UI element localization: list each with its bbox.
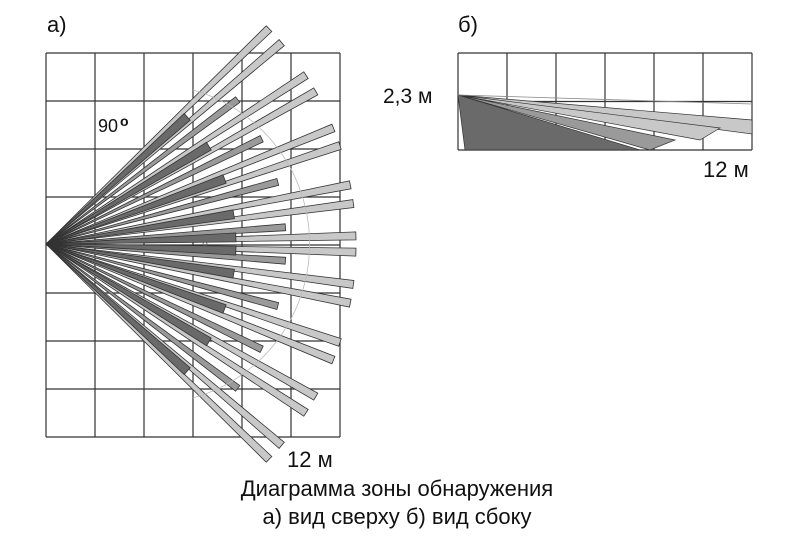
side-view-distance-label: 12 м bbox=[703, 157, 749, 182]
coverage-angle: 90 o bbox=[98, 114, 129, 135]
mounting-height-label: 2,3 м bbox=[383, 85, 433, 108]
middle-zone-beam bbox=[45, 135, 264, 245]
coverage-arc bbox=[192, 89, 310, 399]
top-view-distance-label: 12 м bbox=[287, 447, 333, 472]
near-zone-beam bbox=[45, 174, 227, 245]
near-zone-beam bbox=[45, 209, 235, 245]
near-zone-beam bbox=[45, 141, 212, 245]
degree-symbol: o bbox=[120, 113, 129, 129]
side-view-label: б) bbox=[458, 12, 478, 37]
near-zone-beam bbox=[45, 243, 235, 279]
near-zone-beam bbox=[45, 243, 237, 256]
near-zone-beam bbox=[45, 243, 212, 347]
top-view-label: а) bbox=[47, 12, 67, 37]
side-near-zone bbox=[457, 94, 641, 151]
middle-zone-beam bbox=[45, 243, 280, 310]
side-mid-beam bbox=[457, 94, 677, 151]
figure-caption: Диаграмма зоны обнаружения bbox=[240, 476, 554, 501]
near-zone-beam bbox=[45, 232, 237, 245]
side-far-beam bbox=[457, 94, 722, 141]
side-top-ray bbox=[457, 94, 753, 105]
near-zone-beam bbox=[45, 243, 227, 314]
middle-zone-beam bbox=[45, 178, 280, 245]
middle-zone-beam bbox=[45, 96, 241, 245]
coverage-angle-value: 90 bbox=[98, 116, 119, 136]
middle-zone-beam bbox=[45, 243, 241, 392]
near-zone-beam bbox=[45, 112, 191, 245]
figure-subcaption: а) вид сверху б) вид сбоку bbox=[262, 504, 532, 529]
center-mark bbox=[202, 241, 208, 247]
near-zone-beam bbox=[45, 243, 191, 376]
middle-zone-beam bbox=[45, 243, 264, 353]
